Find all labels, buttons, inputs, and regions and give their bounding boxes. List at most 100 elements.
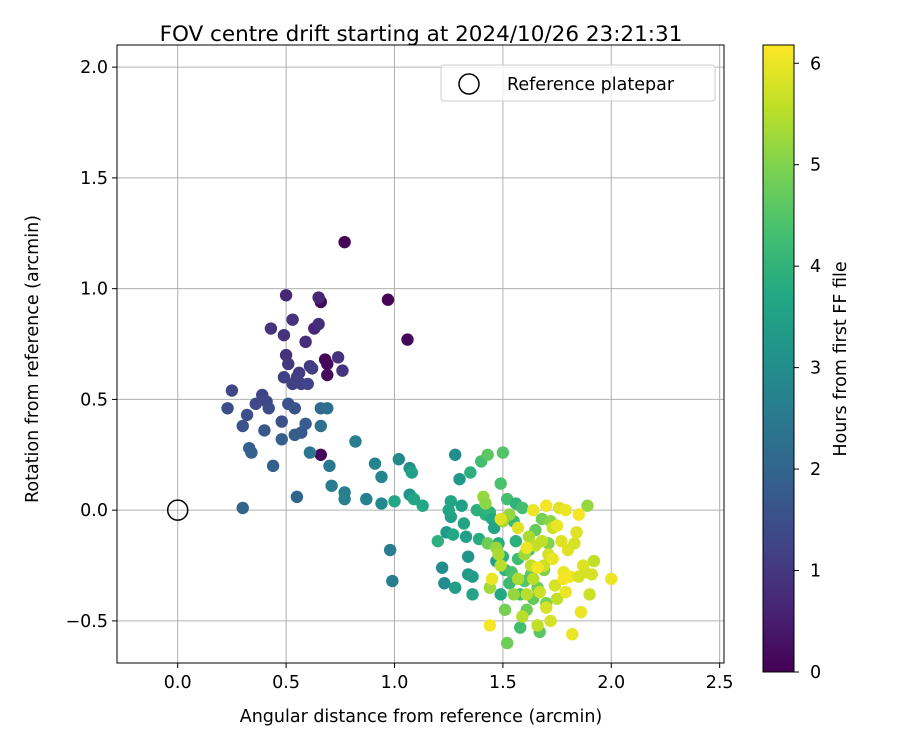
y-tick-label: 0.0 xyxy=(80,501,108,521)
scatter-point xyxy=(392,453,406,466)
legend-label-reference: Reference platepar xyxy=(507,75,675,95)
scatter-point xyxy=(540,499,553,512)
scatter-point xyxy=(572,508,585,521)
x-tick-label: 0.0 xyxy=(164,673,192,693)
scatter-point xyxy=(299,335,312,349)
scatter-point xyxy=(494,477,507,490)
colorbar xyxy=(762,44,795,673)
scatter-point xyxy=(544,614,557,628)
scatter-point xyxy=(290,490,304,504)
colorbar-tick-label: 6 xyxy=(810,54,821,74)
scatter-point xyxy=(288,402,301,415)
scatter-point xyxy=(323,459,336,473)
scatter-point xyxy=(321,357,334,371)
scatter-point xyxy=(522,530,536,543)
scatter-point xyxy=(550,592,564,605)
scatter-point xyxy=(338,492,351,506)
colorbar-tick-label: 2 xyxy=(810,460,821,480)
scatter-point xyxy=(479,497,492,510)
scatter-point xyxy=(511,521,525,535)
scatter-point xyxy=(483,619,497,632)
colorbar-tick-label: 3 xyxy=(810,359,821,379)
scatter-point xyxy=(245,446,258,459)
scatter-point xyxy=(496,446,510,459)
scatter-point xyxy=(321,402,334,415)
scatter-point xyxy=(286,313,299,326)
scatter-point xyxy=(509,534,523,548)
scatter-point xyxy=(520,541,533,555)
scatter-point xyxy=(368,457,382,470)
y-tick-label: 2.0 xyxy=(80,58,108,78)
scatter-point xyxy=(221,402,234,415)
scatter-point xyxy=(570,526,583,539)
scatter-point xyxy=(535,534,549,548)
scatter-point xyxy=(249,397,262,411)
scatter-point xyxy=(559,585,572,599)
scatter-point xyxy=(225,384,239,397)
scatter-point xyxy=(581,499,594,512)
scatter-point xyxy=(533,585,546,599)
scatter-point xyxy=(312,291,325,304)
scatter-point xyxy=(459,530,473,543)
scatter-point xyxy=(527,503,540,517)
scatter-point xyxy=(453,472,466,486)
scatter-point xyxy=(303,446,317,459)
scatter-point xyxy=(557,572,570,586)
scatter-point xyxy=(501,636,514,650)
scatter-point xyxy=(498,603,512,617)
colorbar-tick-label: 0 xyxy=(810,663,821,683)
scatter-point xyxy=(388,495,401,508)
scatter-point xyxy=(442,503,455,517)
scatter-point xyxy=(568,537,581,550)
scatter-point xyxy=(455,499,468,512)
scatter-point xyxy=(338,235,351,249)
y-tick-label: −0.5 xyxy=(66,612,109,632)
scatter-point xyxy=(386,574,399,588)
plot-frame xyxy=(116,44,725,664)
scatter-point xyxy=(494,512,507,526)
scatter-point xyxy=(331,351,345,364)
scatter-point xyxy=(305,362,319,375)
scatter-point xyxy=(540,601,553,614)
scatter-point xyxy=(277,371,291,384)
scatter-point xyxy=(240,408,254,422)
scatter-point xyxy=(275,433,288,446)
y-tick-label: 1.0 xyxy=(80,280,108,300)
scatter-point xyxy=(481,448,494,461)
scatter-point xyxy=(435,561,449,574)
legend-box xyxy=(440,64,716,102)
scatter-point xyxy=(275,415,288,428)
scatter-point xyxy=(277,328,291,342)
scatter-point xyxy=(566,628,579,641)
scatter-point xyxy=(527,572,540,586)
scatter-point xyxy=(605,572,618,586)
x-tick-label: 0.5 xyxy=(272,673,300,693)
scatter-point xyxy=(514,621,527,634)
scatter-point xyxy=(279,289,293,302)
y-tick-label: 0.5 xyxy=(80,390,108,410)
x-tick-label: 1.0 xyxy=(381,673,409,693)
scatter-point xyxy=(457,517,471,530)
scatter-point xyxy=(511,572,525,586)
scatter-point xyxy=(375,497,388,510)
scatter-point xyxy=(405,466,419,479)
scatter-point xyxy=(546,552,559,566)
scatter-point xyxy=(349,435,362,448)
scatter-point xyxy=(585,568,598,581)
scatter-point xyxy=(531,561,544,574)
scatter-point xyxy=(416,499,429,512)
scatter-point xyxy=(516,501,529,515)
scatter-point xyxy=(381,293,395,306)
legend-reference-marker xyxy=(458,73,480,95)
reference-platepar-marker xyxy=(166,499,189,521)
scatter-point xyxy=(431,534,445,548)
y-tick-label: 1.5 xyxy=(80,169,108,189)
scatter-point xyxy=(464,466,477,479)
scatter-point xyxy=(407,492,421,506)
scatter-point xyxy=(375,470,388,484)
scatter-point xyxy=(446,528,460,541)
scatter-point xyxy=(448,581,462,594)
scatter-point xyxy=(494,559,507,572)
scatter-point xyxy=(288,428,301,442)
